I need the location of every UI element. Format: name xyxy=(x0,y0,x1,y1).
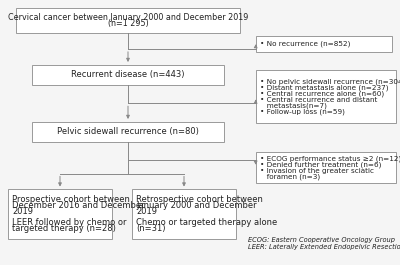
Text: Pelvic sidewall recurrence (n=80): Pelvic sidewall recurrence (n=80) xyxy=(57,127,199,136)
Text: 2019: 2019 xyxy=(12,207,33,215)
Text: (n=31): (n=31) xyxy=(136,224,166,233)
Text: December 2016 and December: December 2016 and December xyxy=(12,201,145,210)
FancyBboxPatch shape xyxy=(256,36,392,52)
Text: (n=1 295): (n=1 295) xyxy=(108,19,148,28)
Text: • Invasion of the greater sciatic: • Invasion of the greater sciatic xyxy=(260,167,374,174)
Text: Retrospective cohort between: Retrospective cohort between xyxy=(136,195,263,204)
FancyBboxPatch shape xyxy=(8,189,112,238)
Text: • No recurrence (n=852): • No recurrence (n=852) xyxy=(260,41,350,47)
Text: January 2000 and December: January 2000 and December xyxy=(136,201,257,210)
FancyBboxPatch shape xyxy=(132,189,236,238)
Text: • No pelvic sidewall recurrence (n=304): • No pelvic sidewall recurrence (n=304) xyxy=(260,79,400,85)
FancyBboxPatch shape xyxy=(32,122,224,142)
Text: Recurrent disease (n=443): Recurrent disease (n=443) xyxy=(71,70,185,79)
FancyBboxPatch shape xyxy=(16,8,240,33)
Text: Prospective cohort between: Prospective cohort between xyxy=(12,195,130,204)
Text: • ECOG performance status ≥2 (n=12): • ECOG performance status ≥2 (n=12) xyxy=(260,156,400,162)
Text: • Denied further treatment (n=6): • Denied further treatment (n=6) xyxy=(260,161,381,168)
FancyBboxPatch shape xyxy=(256,152,396,183)
Text: • Follow-up loss (n=59): • Follow-up loss (n=59) xyxy=(260,108,345,114)
Text: • Distant metastasis alone (n=237): • Distant metastasis alone (n=237) xyxy=(260,85,388,91)
Text: Cervical cancer between January 2000 and December 2019: Cervical cancer between January 2000 and… xyxy=(8,13,248,22)
Text: foramen (n=3): foramen (n=3) xyxy=(260,173,320,180)
FancyBboxPatch shape xyxy=(256,70,396,123)
Text: targeted therapy (n=28): targeted therapy (n=28) xyxy=(12,224,116,233)
Text: metastasis(n=7): metastasis(n=7) xyxy=(260,102,327,109)
Text: Chemo or targeted therapy alone: Chemo or targeted therapy alone xyxy=(136,218,277,227)
Text: • Central recurrence alone (n=60): • Central recurrence alone (n=60) xyxy=(260,91,384,97)
Text: • Central recurrence and distant: • Central recurrence and distant xyxy=(260,97,377,103)
Text: ECOG: Eastern Cooperative Oncology Group
LEER: Laterally Extended Endopelvic Res: ECOG: Eastern Cooperative Oncology Group… xyxy=(248,237,400,250)
FancyBboxPatch shape xyxy=(32,65,224,85)
Text: 2019: 2019 xyxy=(136,207,157,215)
Text: LEER followed by chemo or: LEER followed by chemo or xyxy=(12,218,126,227)
